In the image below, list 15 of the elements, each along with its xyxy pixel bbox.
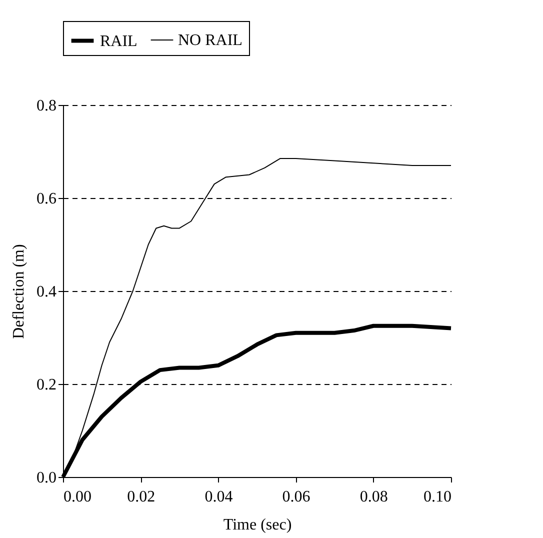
x-axis-title: Time (sec) [223,516,292,534]
x-tick-label: 0.06 [282,488,310,506]
y-tick-label: 0.8 [36,98,56,114]
x-tick-label: 0.02 [127,488,156,506]
y-tick-label: 0.0 [36,470,56,486]
y-tick-label: 0.2 [36,376,56,394]
x-tick-label: 0.10 [424,488,452,506]
y-axis-title: Deflection (m) [10,244,28,339]
x-tick-label: 0.08 [360,488,388,506]
legend-label: RAIL [100,32,138,50]
x-tick-label: 0.00 [64,488,92,506]
x-tick-label: 0.04 [204,488,233,506]
y-tick-label: 0.4 [36,284,56,300]
legend-label: NO RAIL [178,32,242,49]
y-tick-label: 0.6 [36,190,56,208]
